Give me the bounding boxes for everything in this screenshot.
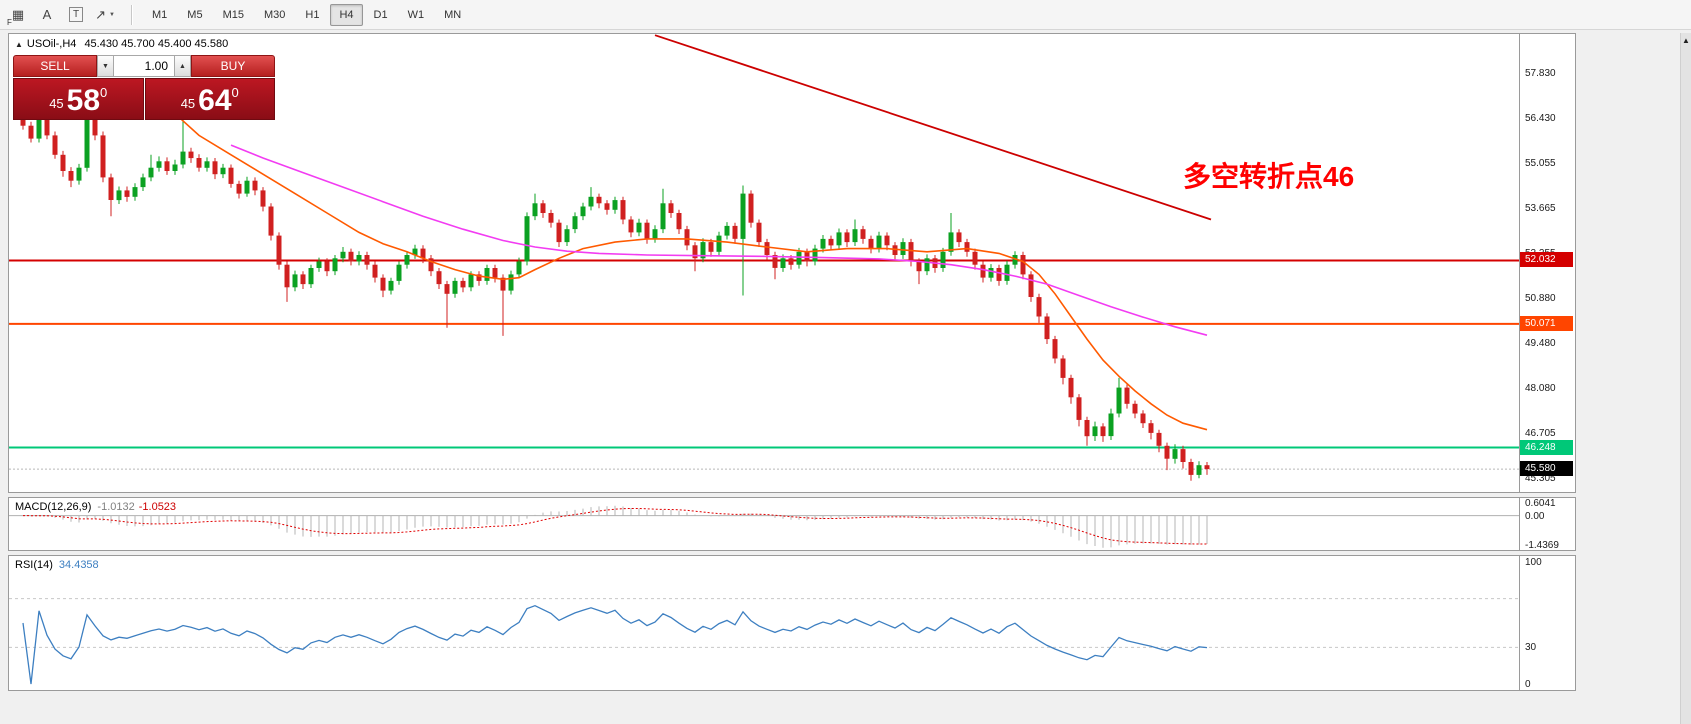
price-tick: 46.705 [1525,428,1556,439]
dropdown-caret-icon[interactable]: ▼ [108,11,115,18]
ma-slow-line [230,144,1208,336]
timeframe-mn[interactable]: MN [444,8,462,21]
price-badge-52.032: 52.032 [1520,252,1573,267]
chart-ohlc-values: 45.430 45.700 45.400 45.580 [84,38,229,50]
main-price-axis: 57.83056.43055.05553.66552.25550.88049.4… [1519,34,1575,492]
rsi-axis: 100 30 0 [1519,556,1575,690]
market-grid-icon[interactable]: ▦ F [7,6,25,27]
rsi-tick: 30 [1525,642,1537,653]
ask-price-big: 64 [198,84,232,117]
scroll-up-arrow-icon[interactable]: ▲ [1682,36,1690,45]
text-label-icon[interactable]: T [64,4,88,26]
text-annotation-icon[interactable]: A [42,6,52,22]
macd-tick: 0.00 [1525,511,1545,522]
macd-name: MACD(12,26,9) [15,501,92,513]
ask-price-tile[interactable]: 45 64 0 [144,78,275,120]
price-tick: 57.830 [1525,68,1556,79]
timeframe-m15[interactable]: M15 [222,8,244,21]
timeframe-d1[interactable]: D1 [373,8,388,21]
sell-button[interactable]: SELL [13,55,97,77]
bid-price-sup: 0 [100,85,108,100]
timeframe-m30[interactable]: M30 [263,8,286,21]
bid-price-tile[interactable]: 45 58 0 [13,78,144,120]
ma-fast-line [166,105,1208,431]
chart-column: 多空转折点46 57.83056.43055.05553.66552.25550… [8,33,1576,691]
price-badge-46.248: 46.248 [1520,440,1573,455]
macd-histogram [30,505,1208,548]
rsi-svg[interactable] [9,556,1519,690]
timeframe-h1[interactable]: H1 [305,8,320,21]
volume-up-button[interactable]: ▲ [174,55,191,77]
macd-main-value: -1.0132 [97,501,135,513]
chart-header: ▲ USOil-,H4 45.430 45.700 45.400 45.580 [15,38,228,50]
price-tick: 50.880 [1525,293,1556,304]
timeframe-h4[interactable]: H4 [330,3,363,26]
one-click-trading-panel: SELL ▼ ▲ BUY 45 58 0 45 64 0 [13,55,275,120]
timeframe-group: M1 M5 M15 M30 H1 H4 D1 W1 MN [142,3,471,26]
rsi-value: 34.4358 [58,559,99,571]
ask-price-small: 45 [180,96,196,111]
candles [20,88,1210,481]
macd-signal-value: -1.0523 [138,501,177,513]
main-chart-panel: 多空转折点46 57.83056.43055.05553.66552.25550… [8,33,1576,493]
macd-signal-line [22,508,1207,545]
rsi-line [22,604,1208,685]
rsi-tick: 100 [1525,557,1542,568]
macd-svg[interactable] [9,498,1519,550]
price-tick: 53.665 [1525,203,1556,214]
main-chart-svg[interactable]: 多空转折点46 [9,34,1519,492]
tool-group: ▦ F A T ↗ ▼ [6,4,122,27]
volume-input[interactable] [114,55,174,77]
volume-down-button[interactable]: ▼ [97,55,114,77]
rsi-panel: 100 30 0 RSI(14) 34.4358 [8,555,1576,691]
timeframe-m1[interactable]: M1 [152,8,168,21]
rsi-name: RSI(14) [15,559,53,571]
macd-panel: 0.6041 0.00 -1.4369 MACD(12,26,9) -1.0132 -1… [8,497,1576,551]
rsi-label: RSI(14) 34.4358 [15,559,99,571]
toolbar-separator [131,4,133,25]
price-badge-45.580: 45.580 [1520,461,1573,476]
rsi-tick: 0 [1525,679,1531,690]
macd-label: MACD(12,26,9) -1.0132 -1.0523 [15,501,176,513]
price-tick: 56.430 [1525,113,1556,124]
toolbar: ▦ F A T ↗ ▼ M1 M5 M15 M30 H1 H4 D1 W1 MN [0,0,1691,30]
macd-tick: 0.6041 [1525,498,1556,509]
macd-axis: 0.6041 0.00 -1.4369 [1519,498,1575,551]
annotation-text: 多空转折点46 [1183,160,1354,192]
timeframe-w1[interactable]: W1 [407,8,425,21]
draw-lines-icon[interactable]: ↗ ▼ [95,6,115,22]
macd-tick: -1.4369 [1525,540,1559,551]
vertical-scrollbar[interactable]: ▲ [1680,33,1691,724]
trendline [654,34,1212,221]
collapse-icon[interactable]: ▲ [15,40,23,49]
bid-price-small: 45 [49,96,64,111]
price-tick: 49.480 [1525,338,1556,349]
buy-button[interactable]: BUY [191,55,275,77]
price-tick: 48.080 [1525,383,1556,394]
price-tick: 55.055 [1525,158,1556,169]
bid-price-big: 58 [66,84,101,117]
chart-symbol-period: USOil-,H4 [26,38,77,50]
price-tick: 45.305 [1525,473,1556,484]
price-badge-50.071: 50.071 [1520,316,1573,331]
timeframe-m5[interactable]: M5 [187,8,203,21]
ask-price-sup: 0 [231,85,239,100]
